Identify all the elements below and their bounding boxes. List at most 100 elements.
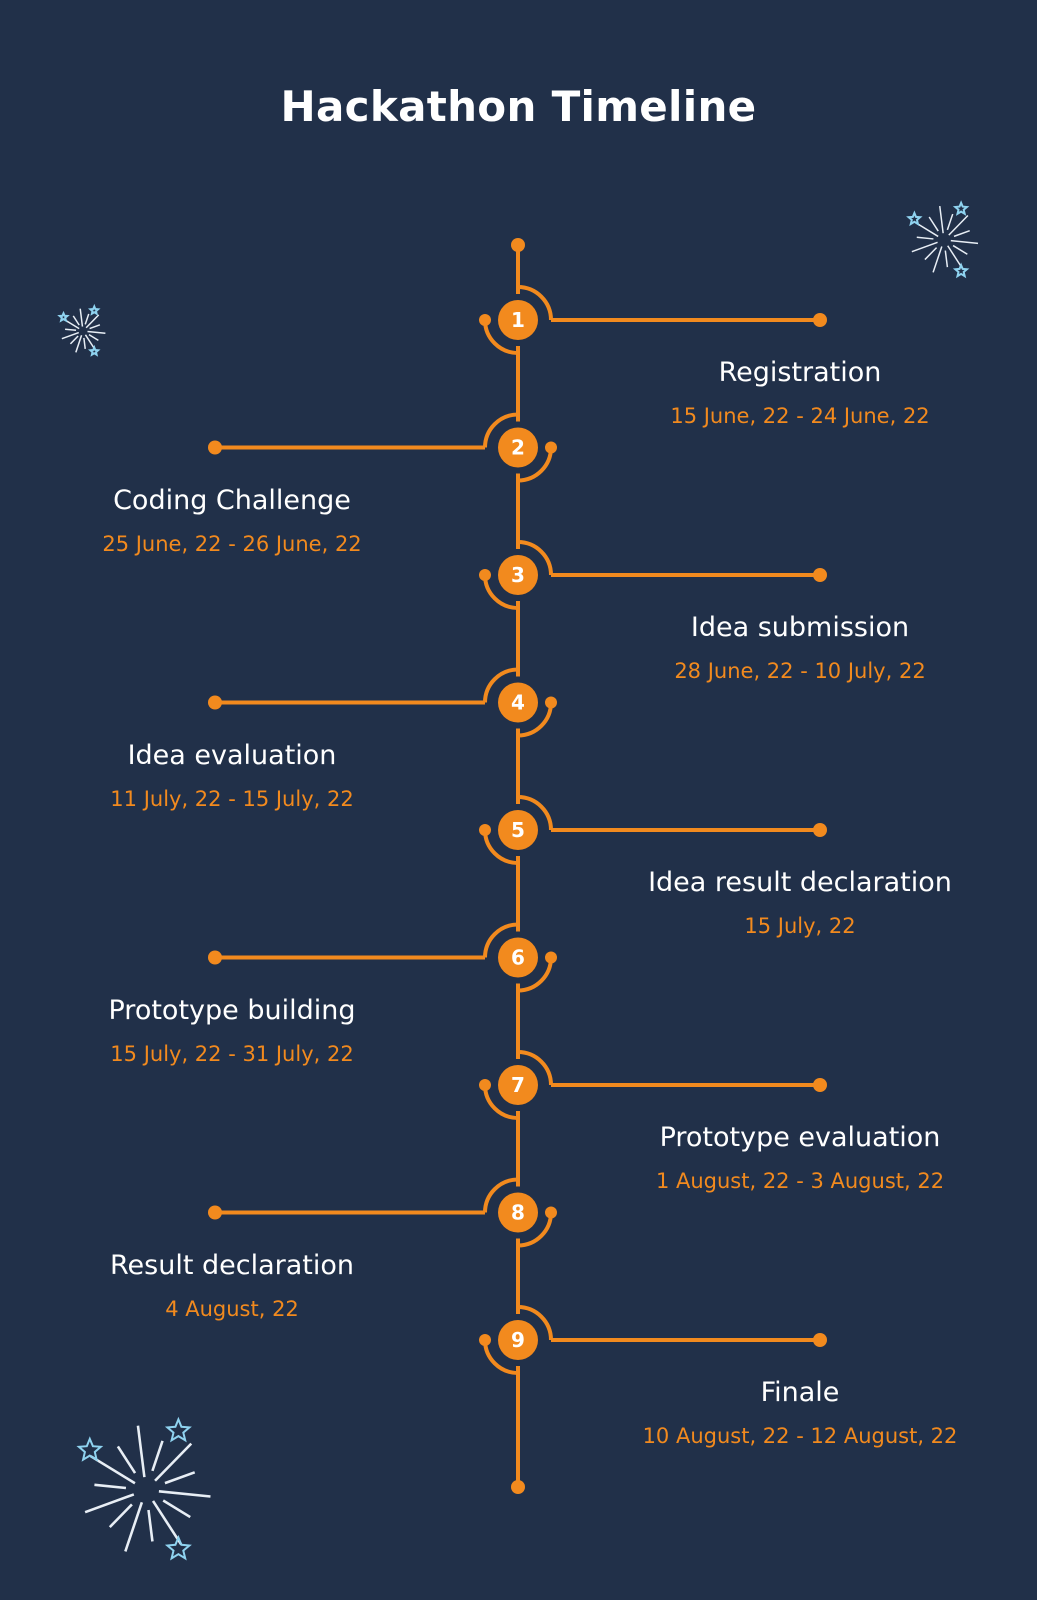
spark-ray [946, 213, 954, 231]
spark-ray [947, 245, 964, 270]
spark-ray [944, 250, 949, 268]
arc-end-dot [479, 824, 491, 836]
star-shape [906, 210, 923, 227]
node-number: 3 [511, 563, 525, 587]
spark-ray [953, 229, 970, 238]
firework-icon [76, 1416, 211, 1561]
node-number: 4 [511, 691, 525, 715]
spark-ray [924, 247, 938, 261]
node-circle [498, 300, 538, 340]
milestone-date: 28 June, 22 - 10 July, 22 [674, 659, 926, 683]
milestone-node: 9 [479, 1305, 827, 1375]
milestone-name: Idea result declaration [648, 867, 952, 898]
spark-ray [932, 246, 943, 273]
spine-top-dot [511, 238, 525, 252]
spark-ray [87, 330, 106, 334]
branch-end-dot [813, 313, 827, 327]
spark-ray [952, 244, 968, 255]
milestone-node: 3 [479, 540, 827, 610]
milestone-label: Prototype building 15 July, 22 - 31 July,… [52, 994, 412, 1068]
arc-end-dot [479, 1079, 491, 1091]
arc-end-dot [479, 314, 491, 326]
branch-end-dot [208, 440, 222, 455]
node-arc [517, 1050, 553, 1086]
spark-ray [79, 308, 84, 327]
node-number: 2 [511, 436, 525, 460]
spark-ray [948, 214, 969, 236]
branch-end-dot [208, 1205, 222, 1220]
spark-ray [72, 315, 80, 326]
spark-ray [151, 1500, 183, 1546]
star-shape [76, 1436, 104, 1462]
node-number: 6 [511, 946, 525, 970]
spark-ray [85, 314, 100, 329]
spark-ray [61, 331, 80, 340]
firework-icon [906, 200, 979, 279]
milestone-date: 15 June, 22 - 24 June, 22 [670, 404, 930, 428]
star-shape [57, 310, 70, 323]
milestone-node: 5 [479, 795, 827, 865]
milestone-name: Prototype evaluation [659, 1122, 941, 1153]
node-number: 5 [511, 818, 525, 842]
node-arc [483, 667, 519, 703]
milestone-name: Result declaration [109, 1249, 354, 1281]
spark-ray [116, 1445, 137, 1474]
milestone-name: Prototype building [108, 994, 356, 1026]
star-shape [87, 344, 101, 357]
milestone-label: Finale 10 August, 22 - 12 August, 22 [620, 1376, 980, 1450]
branch-end-dot [813, 568, 827, 582]
node-number: 9 [511, 1328, 525, 1352]
spine-bottom-dot [511, 1480, 525, 1494]
spark-ray [108, 1503, 133, 1528]
milestone-date: 11 July, 22 - 15 July, 22 [110, 786, 354, 811]
node-circle [498, 1065, 538, 1105]
spark-ray [911, 241, 938, 253]
milestone-node: 2 [208, 412, 557, 483]
milestone-name: Registration [718, 357, 882, 388]
spark-ray [124, 1501, 144, 1552]
milestone-node: 6 [208, 922, 557, 993]
branch-end-dot [208, 695, 222, 710]
star-shape [87, 303, 101, 316]
node-number: 1 [511, 308, 525, 332]
milestone-label: Prototype evaluation 1 August, 22 - 3 Aug… [620, 1121, 980, 1195]
spark-ray [83, 337, 86, 349]
spark-ray [88, 334, 99, 342]
arc-end-dot [479, 569, 491, 581]
spark-ray [75, 335, 83, 353]
node-circle [498, 1320, 538, 1360]
milestone-date: 1 August, 22 - 3 August, 22 [655, 1169, 945, 1193]
spark-ray [950, 239, 979, 245]
milestone-node: 1 [479, 285, 827, 355]
spark-ray [65, 328, 77, 332]
branch-end-dot [813, 1333, 827, 1347]
node-circle [498, 427, 538, 468]
spark-ray [94, 1483, 127, 1490]
star-shape [164, 1416, 192, 1443]
spark-ray [928, 216, 939, 232]
milestone-label: Idea submission 28 June, 22 - 10 July, 22 [620, 611, 980, 685]
node-circle [498, 1192, 538, 1233]
spark-ray [136, 1425, 146, 1478]
spark-ray [164, 1471, 196, 1485]
branch-end-dot [813, 1078, 827, 1092]
spark-ray [69, 335, 79, 345]
milestone-label: Registration 15 June, 22 - 24 June, 22 [620, 356, 980, 430]
node-arc [517, 1305, 553, 1341]
branch-end-dot [813, 823, 827, 837]
node-arc [517, 540, 553, 576]
milestone-date: 15 July, 22 [744, 914, 856, 938]
milestone-label: Idea result declaration 15 July, 22 [620, 866, 980, 940]
spark-ray [916, 236, 934, 240]
milestone-date: 10 August, 22 - 12 August, 22 [642, 1424, 958, 1448]
node-number: 7 [511, 1073, 525, 1097]
star-shape [952, 200, 970, 216]
spark-ray [89, 324, 101, 330]
star-shape [164, 1534, 192, 1561]
spark-ray [90, 1455, 136, 1485]
arc-end-dot [545, 696, 557, 709]
branch-end-dot [208, 950, 222, 965]
node-circle [498, 937, 538, 978]
decorations [57, 200, 979, 1561]
firework-icon [57, 303, 106, 357]
